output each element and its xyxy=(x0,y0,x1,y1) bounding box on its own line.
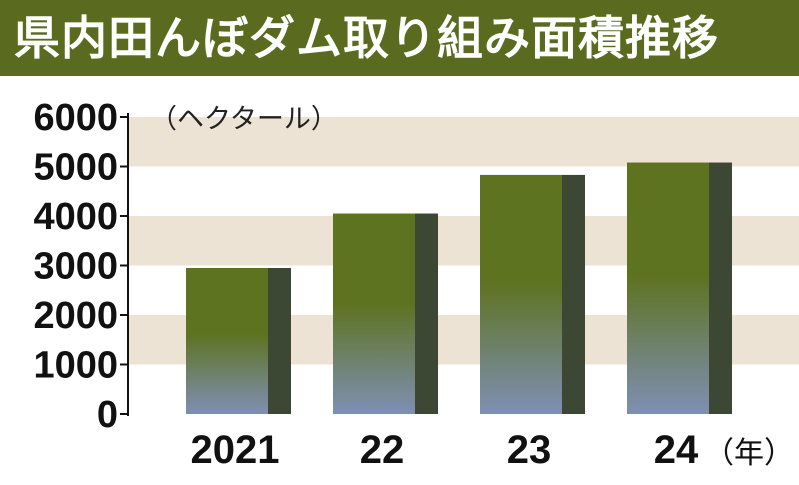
bar-side-shade xyxy=(562,174,585,414)
x-tick-label: 22 xyxy=(360,428,405,472)
x-axis-unit-label: （年） xyxy=(704,436,794,471)
chart-title: 県内田んぼダム取り組み面積推移 xyxy=(14,11,719,65)
title-bar: 県内田んぼダム取り組み面積推移 xyxy=(0,0,799,76)
y-tick-label: 6000 xyxy=(33,97,118,139)
bar xyxy=(186,267,268,414)
y-axis-ticks: 0 1000 2000 3000 4000 5000 6000 xyxy=(33,97,128,436)
bar xyxy=(333,213,415,414)
bars xyxy=(186,162,732,414)
x-tick-label: 2021 xyxy=(191,428,280,472)
y-tick-label: 2000 xyxy=(33,295,118,337)
x-tick-label: 24 xyxy=(654,428,699,472)
y-tick-label: 5000 xyxy=(33,147,118,189)
bar-side-shade xyxy=(709,162,732,414)
bar-side-shade xyxy=(268,267,291,414)
y-tick-label: 4000 xyxy=(33,196,118,238)
bar xyxy=(480,174,562,414)
x-tick-label: 23 xyxy=(507,428,552,472)
y-axis-unit-label: （ヘクタール） xyxy=(150,104,338,135)
bar-side-shade xyxy=(415,213,438,414)
y-tick-label: 3000 xyxy=(33,246,118,288)
x-axis-labels: 2021 22 23 24 xyxy=(191,428,699,472)
y-tick-label: 0 xyxy=(97,394,118,436)
grid-band xyxy=(128,117,799,167)
bar xyxy=(627,162,709,414)
y-tick-label: 1000 xyxy=(33,345,118,387)
